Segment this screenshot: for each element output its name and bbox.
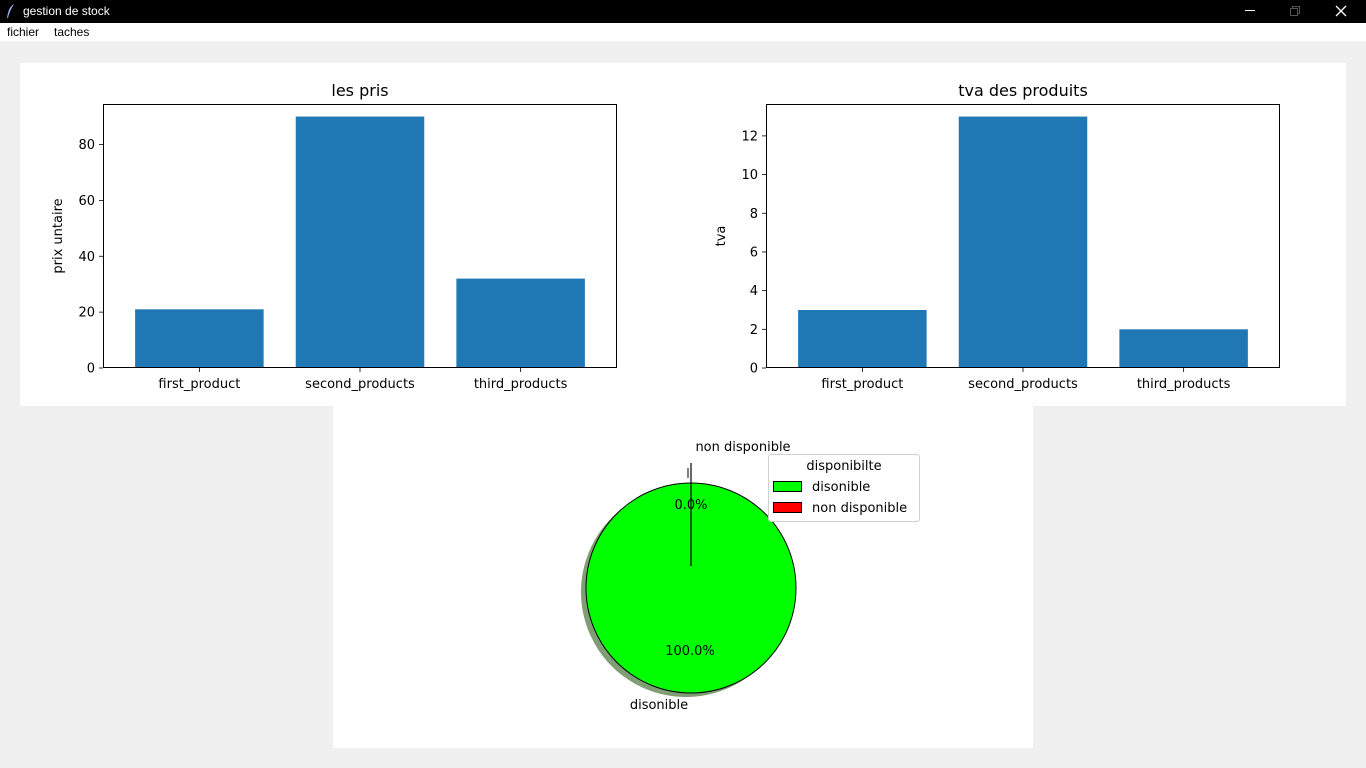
menu-taches[interactable]: taches [54, 25, 90, 39]
x-tick-label: first_product [821, 377, 903, 392]
minimize-button[interactable] [1227, 0, 1273, 23]
bar-second_products [958, 116, 1088, 368]
bar-first_product [135, 309, 264, 368]
y-axis-label: prix untaire [51, 198, 66, 273]
menu-fichier[interactable]: fichier [7, 25, 40, 39]
legend-entry: non disponible [812, 501, 907, 516]
y-tick-label: 20 [78, 306, 95, 321]
y-tick-label: 60 [78, 194, 95, 209]
x-tick-label: second_products [305, 377, 415, 392]
x-tick-label: third_products [1137, 377, 1231, 392]
y-tick-label: 8 [750, 207, 758, 222]
bar-chart-1: les pris prix untaire first_product second_… [51, 81, 617, 392]
y-tick-label: 12 [741, 129, 758, 144]
legend-swatch [773, 502, 802, 513]
close-button[interactable] [1318, 0, 1364, 23]
maximize-button[interactable] [1272, 0, 1318, 23]
y-tick-label: 0 [87, 362, 95, 377]
pie-pct-label: 100.0% [665, 644, 715, 659]
window-title: gestion de stock [23, 4, 110, 18]
y-tick-label: 6 [750, 245, 758, 260]
legend-entry: disonible [812, 480, 870, 495]
feather-icon [7, 4, 14, 18]
legend-box [768, 454, 920, 522]
bar-second_products [295, 116, 425, 368]
legend-swatch [773, 481, 802, 492]
bar-third_products [456, 278, 585, 368]
menu-bar: fichier taches [0, 23, 1366, 41]
x-tick-label: third_products [474, 377, 568, 392]
y-tick-label: 2 [750, 323, 758, 338]
y-tick-label: 80 [78, 138, 95, 153]
legend-title: disponibilte [806, 459, 881, 474]
x-tick-label: second_products [968, 377, 1078, 392]
pie-chart: disonible 100.0% non disponible 0.0% [581, 440, 797, 713]
bar-third_products [1119, 329, 1248, 368]
bar-charts-canvas: les pris prix untaire first_product second_… [20, 63, 1346, 406]
maximize-icon [1290, 6, 1300, 16]
pie-label: disonible [630, 698, 688, 713]
title-bar: gestion de stock [0, 0, 1366, 23]
pie-label: non disponible [695, 440, 790, 455]
bar-chart-2: tva des produits tva first_product second_p… [714, 81, 1280, 392]
axes-frame [766, 104, 1280, 368]
pie-pct-label: 0.0% [674, 498, 707, 513]
bar-first_product [798, 309, 927, 368]
axes-frame [103, 104, 617, 368]
chart-title: les pris [331, 81, 388, 100]
y-tick-label: 40 [78, 250, 95, 265]
bar-charts-svg: les pris prix untaire first_product second_… [51, 81, 1280, 392]
x-tick-label: first_product [158, 377, 240, 392]
y-tick-label: 0 [750, 362, 758, 377]
chart-title: tva des produits [958, 81, 1088, 100]
minimize-icon [1245, 10, 1255, 11]
y-tick-label: 4 [750, 284, 758, 299]
close-icon [1335, 5, 1347, 17]
pie-legend: disponibilte disonible non disponible [768, 454, 920, 522]
y-axis-label: tva [714, 226, 729, 247]
y-tick-label: 10 [741, 168, 758, 183]
pie-chart-canvas: disonible 100.0% non disponible 0.0% disponi… [333, 406, 1033, 748]
pie-chart-svg: disonible 100.0% non disponible 0.0% disponi… [581, 440, 920, 713]
